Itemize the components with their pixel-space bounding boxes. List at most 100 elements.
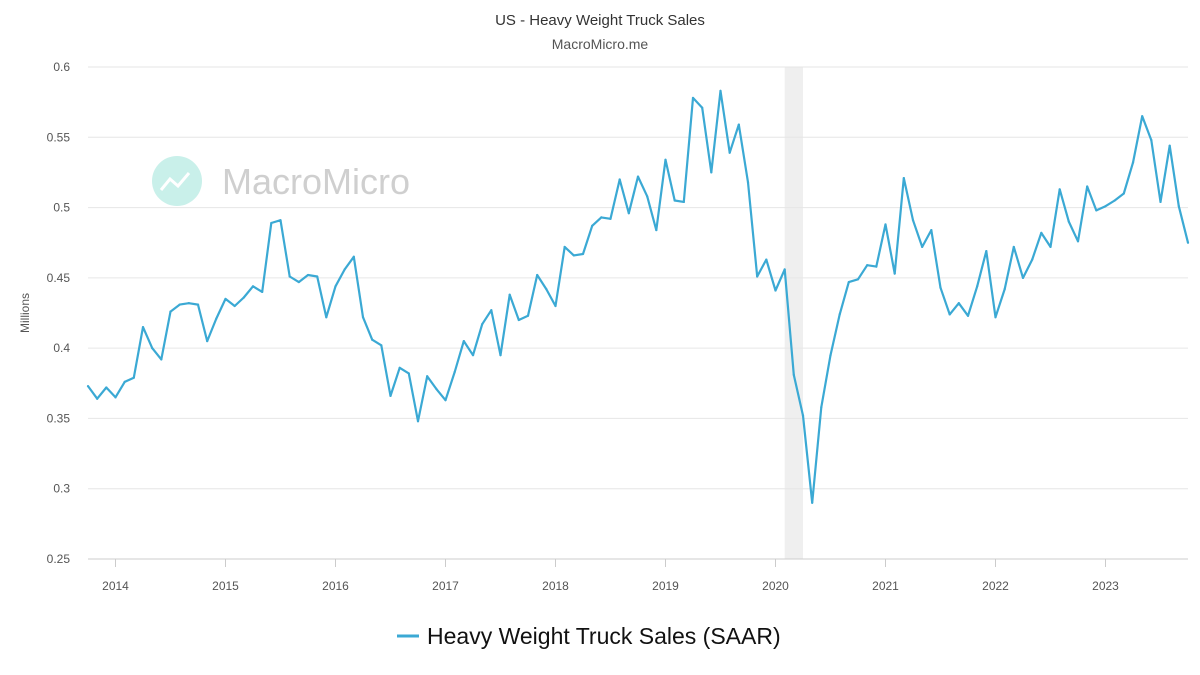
data-point	[994, 316, 997, 319]
data-point	[1141, 115, 1144, 118]
data-point	[1150, 138, 1153, 142]
data-point	[187, 302, 190, 305]
x-tick-label: 2017	[432, 579, 459, 593]
recession-bands	[784, 67, 803, 559]
data-point	[838, 313, 841, 316]
x-tick-label: 2020	[762, 579, 789, 593]
data-point	[673, 199, 676, 202]
data-point	[1040, 231, 1043, 234]
data-point	[563, 245, 566, 249]
series-layer	[86, 89, 1190, 504]
data-point	[196, 303, 200, 306]
data-point	[398, 366, 401, 369]
data-point	[151, 347, 154, 350]
data-point	[856, 278, 860, 281]
data-point	[737, 123, 740, 126]
data-point	[728, 151, 731, 154]
watermark-text: MacroMicro	[222, 161, 410, 202]
legend[interactable]: Heavy Weight Truck Sales (SAAR)	[397, 623, 781, 649]
data-point	[334, 285, 337, 288]
data-point	[1131, 161, 1135, 164]
data-point	[306, 273, 310, 277]
data-point	[481, 323, 484, 326]
y-tick-label: 0.25	[47, 552, 71, 566]
data-point	[316, 275, 319, 278]
data-point	[416, 420, 420, 423]
data-point	[756, 275, 759, 278]
data-point	[939, 286, 942, 289]
data-point	[572, 254, 575, 257]
y-tick-label: 0.4	[53, 341, 70, 355]
data-point	[215, 317, 218, 320]
data-point	[471, 354, 475, 357]
data-point	[985, 250, 988, 253]
data-point	[490, 309, 493, 312]
x-tick-label: 2019	[652, 579, 679, 593]
data-point	[499, 354, 502, 357]
data-point	[545, 288, 548, 291]
data-point	[279, 219, 282, 222]
data-point	[462, 340, 465, 343]
data-point	[820, 406, 823, 409]
data-point	[270, 221, 273, 225]
data-point	[517, 318, 520, 322]
data-point	[1186, 241, 1190, 244]
data-point	[966, 314, 970, 317]
data-point	[325, 316, 328, 319]
data-point	[1021, 276, 1025, 279]
data-point	[581, 252, 585, 256]
data-point	[206, 340, 209, 343]
data-point	[682, 200, 685, 204]
data-point	[1003, 288, 1006, 291]
gridlines	[88, 66, 1188, 490]
data-point	[132, 376, 135, 379]
data-point	[86, 384, 90, 388]
data-point	[957, 302, 960, 305]
data-point	[1177, 205, 1180, 208]
data-point	[554, 304, 557, 308]
y-tick-label: 0.35	[47, 411, 71, 425]
data-point	[847, 280, 850, 284]
data-point	[627, 212, 630, 215]
y-axis-ticks: 0.25 0.3 0.35 0.4 0.45 0.5 0.55 0.6	[47, 60, 71, 566]
data-point	[178, 303, 181, 306]
data-point	[792, 373, 795, 376]
x-tick-label: 2021	[872, 579, 899, 593]
data-point	[426, 375, 429, 378]
data-point	[407, 372, 410, 375]
data-point	[224, 297, 227, 301]
data-point	[801, 414, 805, 417]
data-point	[361, 316, 365, 319]
chart-subtitle: MacroMicro.me	[552, 36, 649, 52]
y-tick-label: 0.5	[53, 201, 70, 215]
data-point	[389, 394, 392, 398]
data-point	[1067, 220, 1070, 223]
data-point	[875, 265, 878, 268]
data-point	[105, 386, 108, 389]
x-tick-label: 2022	[982, 579, 1009, 593]
chart-title: US - Heavy Weight Truck Sales	[495, 12, 705, 29]
data-point	[921, 245, 924, 249]
y-tick-label: 0.6	[53, 60, 70, 74]
data-point	[1113, 199, 1116, 202]
data-point	[435, 387, 438, 391]
data-point	[343, 268, 346, 271]
data-point	[96, 397, 99, 400]
data-point	[114, 396, 117, 399]
data-point	[1104, 205, 1107, 208]
data-point	[609, 217, 612, 220]
data-point	[536, 273, 539, 277]
data-point	[600, 216, 603, 219]
data-point	[655, 228, 658, 232]
data-point	[765, 258, 768, 261]
y-tick-label: 0.45	[47, 271, 71, 285]
series-line	[87, 89, 1190, 504]
y-tick-label: 0.55	[47, 130, 71, 144]
data-point	[169, 310, 172, 313]
data-point	[701, 106, 704, 109]
data-point	[380, 344, 383, 347]
x-tick-label: 2018	[542, 579, 569, 593]
data-point	[746, 181, 750, 184]
data-point	[453, 370, 456, 374]
